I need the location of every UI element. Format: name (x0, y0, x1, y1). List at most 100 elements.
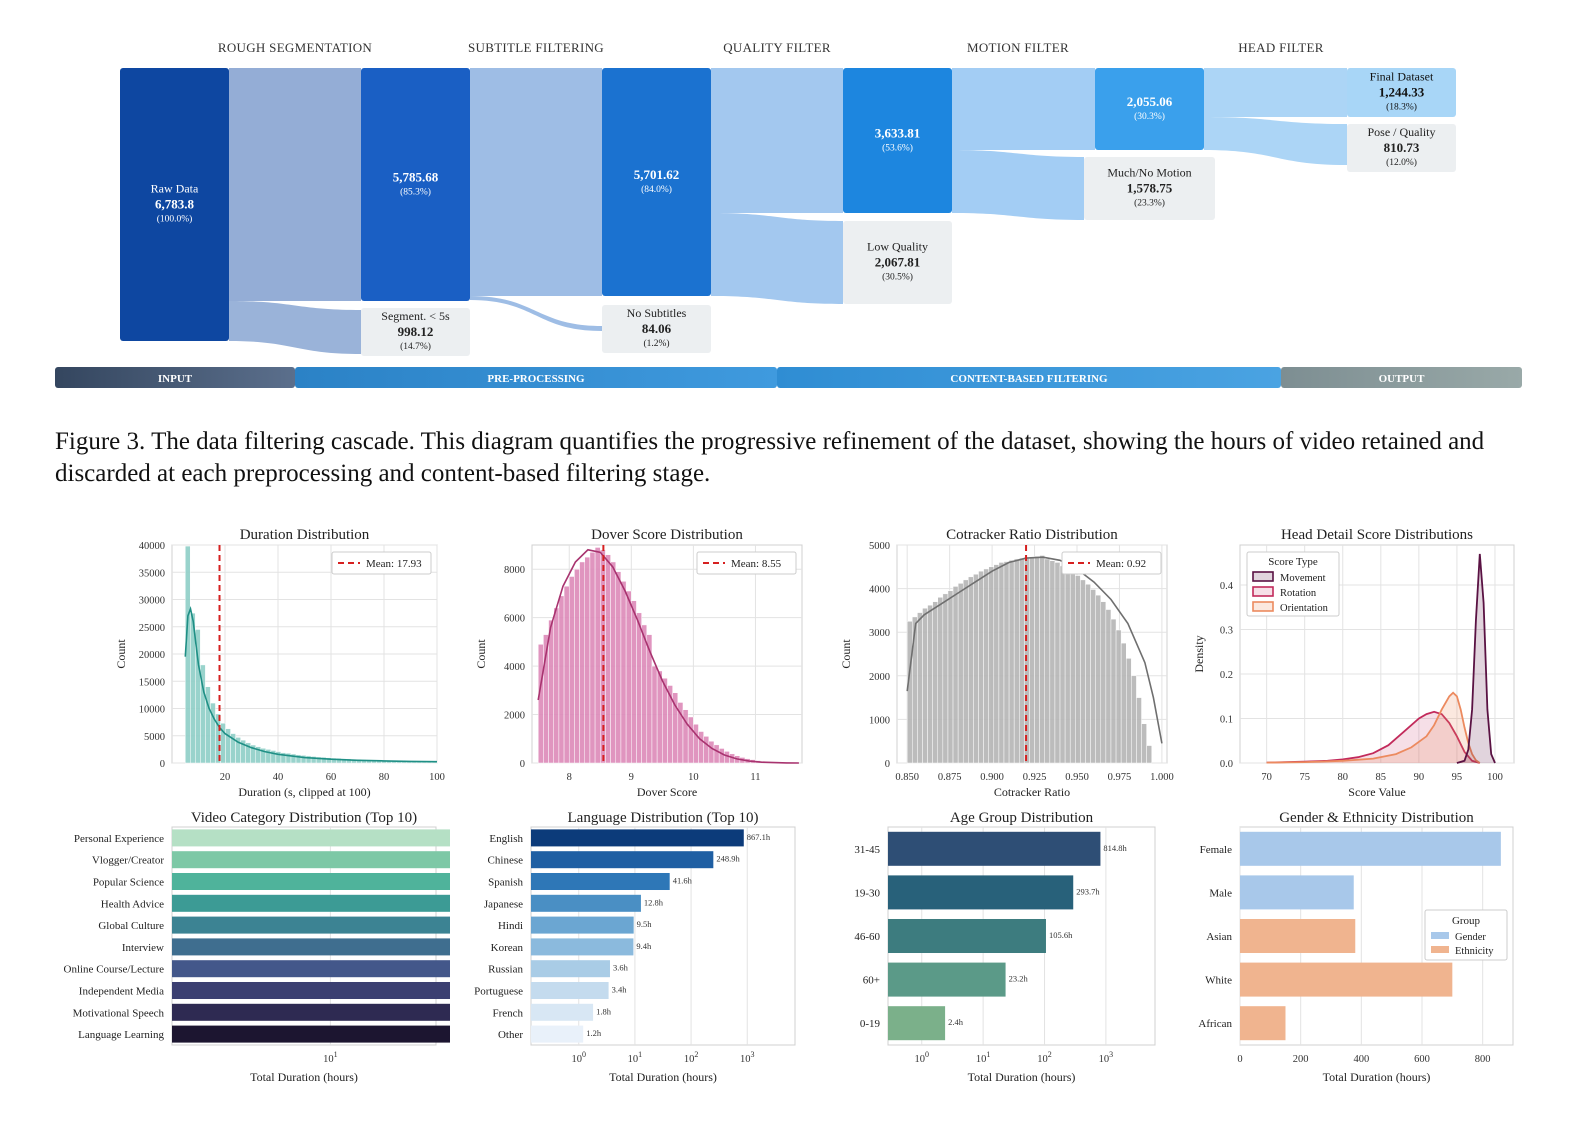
bar-health-advice (172, 894, 450, 912)
y-tick-label: 10000 (139, 705, 165, 716)
category-label: Japanese (484, 898, 523, 910)
node-box (1095, 68, 1204, 150)
histogram-bar (942, 593, 949, 764)
node-percent: (14.7%) (400, 341, 431, 352)
histogram-bar (574, 568, 580, 764)
histogram-bar (693, 723, 699, 764)
x-axis-label: Score Value (1348, 785, 1405, 799)
chart-title: Video Category Distribution (Top 10) (191, 810, 417, 826)
bar-female (1240, 831, 1501, 866)
node-s2: 5,701.62 (84.0%) (602, 68, 711, 296)
x-tick-label: 40 (273, 772, 284, 783)
value-label: 3.6h (613, 963, 629, 973)
x-tick-label: 100 (1487, 772, 1503, 783)
value-label: 248.9h (716, 854, 740, 864)
x-tick-label: 101 (976, 1050, 991, 1065)
node-s1: 5,785.68 (85.3%) (361, 68, 470, 301)
node-label: Final Dataset (1370, 70, 1434, 84)
dover-score-distribution-chart: Dover Score Distribution 8 9 10 11 0 2000 4000 6… (474, 527, 803, 799)
node-percent: (23.3%) (1134, 198, 1165, 209)
legend-label-movement: Movement (1280, 573, 1326, 584)
value-label: 293.7h (1076, 886, 1100, 896)
bar-hindi (531, 916, 634, 934)
category-label: Asian (1206, 931, 1232, 943)
node-percent: (30.3%) (1134, 111, 1165, 122)
node-value: 1,244.33 (1379, 85, 1425, 100)
chart-title: Language Distribution (Top 10) (568, 810, 759, 826)
x-tick-label: 0.975 (1108, 772, 1132, 783)
node-s4: 2,055.06 (30.3%) (1095, 68, 1204, 150)
y-tick-label: 2000 (504, 711, 525, 722)
bar-popular-science (172, 872, 450, 891)
node-box (843, 221, 952, 304)
x-tick-label: 60 (326, 772, 337, 783)
y-tick-label: 8000 (504, 565, 525, 576)
legend-box (1246, 551, 1340, 617)
bar-19-30 (888, 875, 1074, 910)
category-label: 31-45 (854, 844, 880, 856)
legend-label-orientation: Orientation (1280, 603, 1329, 614)
legend-swatch-rotation (1252, 586, 1274, 597)
histogram-bar (906, 621, 913, 764)
histogram-bar (998, 562, 1005, 764)
x-tick-label: 75 (1299, 772, 1310, 783)
bar-spanish (531, 872, 670, 891)
legend-mean-label: Mean: 8.55 (731, 558, 782, 570)
cotracker-ratio-distribution-chart: Cotracker Ratio Distribution 0.850 0.875 0.… (839, 527, 1174, 799)
category-label: Personal Experience (74, 833, 164, 845)
histogram-bar (698, 731, 704, 764)
x-axis-label: Total Duration (hours) (250, 1070, 358, 1084)
histogram-bar (579, 561, 585, 764)
legend-label-ethnicity: Ethnicity (1455, 946, 1494, 957)
legend-box (331, 551, 432, 575)
histogram-bar (917, 612, 923, 764)
bar-chinese (531, 851, 714, 869)
value-label: 1.8h (596, 1006, 612, 1016)
histogram-bar (537, 644, 544, 764)
x-tick-label: 103 (740, 1050, 755, 1065)
histogram-bar (978, 570, 984, 764)
legend-box (696, 551, 797, 575)
value-label: 12.8h (644, 897, 664, 907)
category-label: Other (498, 1029, 523, 1041)
x-tick-label: 102 (1037, 1050, 1052, 1065)
value-label: 9.5h (637, 919, 653, 929)
bar-french (531, 1003, 594, 1021)
category-label: White (1205, 975, 1232, 987)
chart-title: Age Group Distribution (950, 810, 1094, 826)
node-box (602, 68, 711, 296)
histogram-bar (713, 744, 720, 764)
histogram-bar (636, 612, 642, 764)
histogram-bar (662, 677, 668, 764)
phase-label-content-based-filtering: CONTENT-BASED FILTERING (950, 373, 1108, 385)
kde-curve (184, 605, 438, 763)
x-tick-label: 10 (688, 772, 699, 783)
y-axis-label: Count (114, 639, 128, 669)
histogram-bar (1085, 583, 1091, 764)
video-category-chart: Video Category Distribution (Top 10)1011… (64, 810, 450, 1084)
value-label: 41.6h (673, 876, 693, 886)
y-axis-label: Count (474, 639, 488, 669)
histogram-bar (1125, 658, 1132, 764)
node-box (1347, 124, 1456, 172)
node-percent: (18.3%) (1386, 102, 1417, 113)
histogram-bar (553, 607, 560, 764)
bar-korean (531, 938, 634, 956)
kde-curve (906, 556, 1163, 744)
value-label: 23.2h (1009, 974, 1029, 984)
chart-title: Gender & Ethnicity Distribution (1279, 810, 1474, 826)
histogram-bar (1080, 579, 1086, 764)
node-value: 1,578.75 (1127, 181, 1173, 196)
category-label: Russian (488, 964, 523, 976)
histogram-bar (1100, 601, 1107, 764)
histogram-bar (718, 748, 725, 764)
node-s3: 3,633.81 (53.6%) (843, 68, 952, 213)
node-percent: (84.0%) (641, 184, 672, 195)
node-value: 3,633.81 (875, 126, 921, 141)
x-tick-label: 102 (684, 1050, 699, 1065)
x-axis-label: Total Duration (hours) (968, 1070, 1076, 1084)
histogram-bar (1090, 589, 1096, 764)
y-tick-label: 0.0 (1220, 759, 1233, 770)
y-tick-label: 0.2 (1220, 670, 1233, 681)
